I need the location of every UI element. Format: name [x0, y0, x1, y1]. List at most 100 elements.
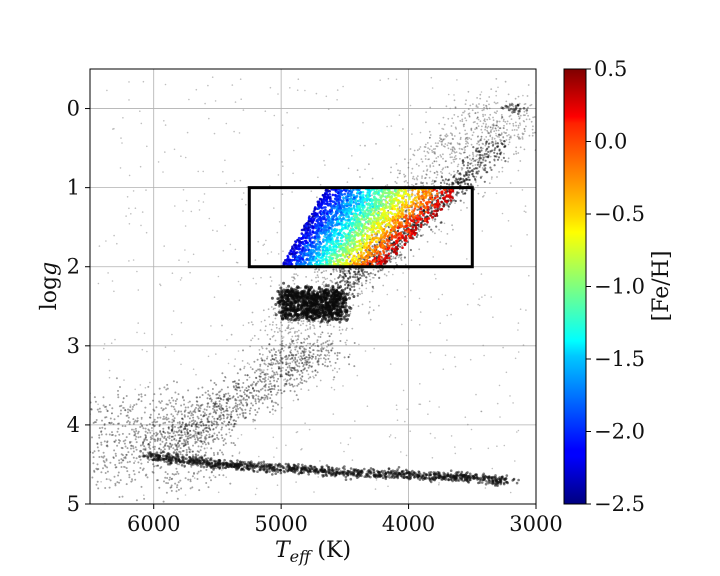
star-point [417, 470, 421, 474]
star-point [226, 407, 228, 410]
star-point [431, 179, 434, 182]
star-point [134, 427, 137, 430]
star-point [320, 350, 323, 353]
star-point [483, 106, 485, 109]
star-point [234, 444, 237, 447]
star-point [369, 281, 371, 284]
star-point [144, 387, 147, 389]
star-point [357, 305, 360, 308]
star-point [225, 424, 228, 427]
star-point [153, 393, 156, 396]
star-point [192, 444, 194, 447]
star-point [259, 375, 262, 378]
star-point [461, 114, 463, 116]
star-point [284, 468, 288, 471]
star-point [279, 349, 282, 351]
star-point [127, 416, 130, 419]
star-point [292, 279, 295, 282]
star-point [141, 348, 144, 351]
star-point [123, 465, 126, 468]
star-point [331, 347, 334, 350]
star-point [230, 416, 232, 419]
background-star-points [86, 76, 536, 504]
star-point [190, 405, 193, 408]
star-point [480, 481, 484, 484]
star-point [426, 142, 429, 144]
star-point [225, 433, 228, 436]
star-point [435, 277, 437, 280]
star-point [457, 163, 460, 166]
star-point [259, 380, 262, 382]
star-point [102, 404, 105, 407]
star-point [274, 401, 277, 404]
star-point [244, 408, 247, 411]
star-point [239, 413, 241, 416]
star-point [517, 126, 520, 129]
star-point [98, 245, 101, 247]
star-point [336, 351, 339, 354]
star-point [431, 87, 434, 89]
star-point [507, 105, 510, 109]
star-point [517, 169, 520, 172]
star-point [512, 108, 515, 111]
star-point [123, 407, 126, 409]
star-point [283, 384, 286, 387]
star-point [515, 152, 518, 155]
star-point [271, 387, 274, 390]
star-point [210, 479, 212, 482]
star-point [242, 324, 245, 327]
star-point [286, 366, 289, 369]
star-point [305, 380, 308, 383]
star-point [216, 425, 218, 427]
star-point [479, 97, 482, 100]
star-point [243, 393, 246, 396]
star-point [229, 482, 232, 485]
star-point [148, 423, 151, 426]
star-point [160, 407, 163, 410]
star-point [344, 341, 347, 344]
star-point [208, 413, 211, 416]
star-point [296, 384, 299, 387]
star-point [484, 475, 487, 478]
star-point [414, 194, 416, 197]
star-point [162, 500, 165, 503]
star-point [132, 447, 135, 450]
star-point [489, 126, 492, 129]
star-point [195, 434, 198, 437]
star-point [172, 432, 175, 435]
star-point [276, 484, 279, 487]
star-point [261, 360, 264, 362]
star-point [368, 300, 371, 303]
star-point [91, 451, 94, 454]
star-point [464, 103, 467, 105]
star-point [181, 456, 185, 459]
star-point [221, 437, 224, 439]
star-point [264, 329, 267, 332]
star-point [202, 465, 206, 469]
star-point [419, 311, 422, 313]
star-point [330, 472, 333, 475]
star-point [216, 409, 218, 412]
star-point [489, 152, 491, 154]
star-point [326, 324, 329, 326]
star-point [213, 420, 216, 423]
star-point [449, 142, 451, 145]
star-point [198, 456, 201, 460]
star-point [186, 429, 188, 432]
star-point [306, 359, 308, 361]
star-point [477, 125, 480, 127]
star-point [86, 408, 88, 410]
star-point [509, 107, 513, 111]
star-point [233, 464, 236, 468]
star-point [369, 475, 372, 479]
star-point [131, 479, 134, 482]
star-point [163, 458, 166, 461]
star-point [299, 287, 302, 289]
star-point [101, 426, 104, 429]
star-point [243, 367, 246, 370]
star-point [275, 359, 278, 362]
star-point [346, 270, 348, 272]
star-point [299, 377, 302, 380]
star-point [413, 178, 416, 181]
star-point [408, 475, 412, 478]
